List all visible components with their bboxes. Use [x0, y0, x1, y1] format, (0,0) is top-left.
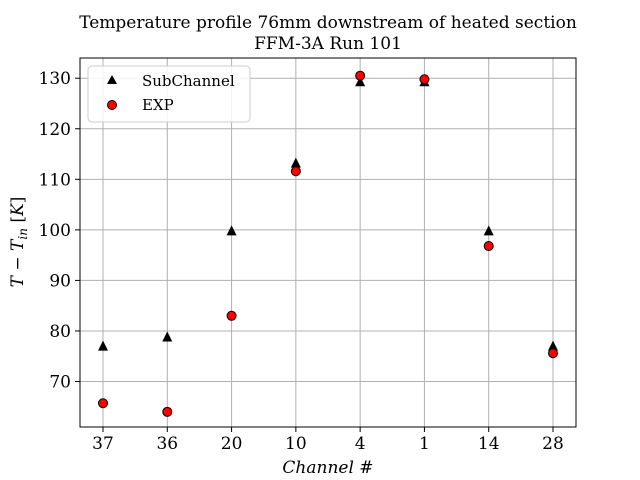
chart-title: Temperature profile 76mm downstream of h…	[79, 13, 577, 33]
y-tick-label: 120	[39, 120, 71, 140]
subchannel-point	[290, 157, 301, 168]
grid-lines	[80, 58, 576, 427]
y-axis-label: T − Tin [K]	[8, 197, 30, 288]
y-tick-label: 80	[49, 322, 71, 342]
subchannel-point	[483, 225, 494, 236]
x-tick-label: 20	[221, 434, 243, 454]
x-axis-ticks: 37 36 20 10 4 1 14 28	[92, 427, 564, 454]
subchannel-point	[226, 225, 237, 236]
exp-point	[162, 406, 173, 417]
exp-point	[419, 74, 430, 85]
y-tick-label: 100	[39, 221, 71, 241]
y-tick-label: 110	[39, 170, 71, 190]
exp-point	[98, 398, 108, 409]
y-axis-label-subscript: in	[16, 228, 30, 240]
legend-marker-subchannel	[107, 75, 117, 84]
y-axis-label-unit: [K]	[8, 197, 28, 228]
subchannel-point	[355, 76, 366, 87]
x-tick-label: 14	[478, 434, 500, 454]
y-axis-ticks: 70 80 90 100 110 120 130	[39, 69, 80, 393]
legend-label-subchannel: SubChannel	[142, 72, 235, 90]
subchannel-point	[98, 340, 108, 351]
x-tick-label: 10	[285, 434, 307, 454]
x-tick-label: 37	[92, 434, 114, 454]
x-tick-label: 4	[355, 434, 366, 454]
y-axis-label-main: T − T	[8, 238, 28, 287]
chart-title-group: Temperature profile 76mm downstream of h…	[79, 13, 577, 54]
legend-label-exp: EXP	[142, 96, 174, 114]
subchannel-point	[162, 331, 173, 342]
y-tick-label: 130	[39, 69, 71, 89]
x-tick-label: 28	[542, 434, 564, 454]
x-axis-label: Channel #	[282, 458, 373, 478]
x-tick-label: 36	[156, 434, 178, 454]
exp-point	[290, 166, 301, 177]
exp-point	[355, 70, 366, 81]
exp-point	[483, 241, 494, 252]
exp-point	[226, 310, 237, 321]
exp-point	[548, 348, 558, 359]
plot-frame	[79, 57, 577, 428]
y-tick-label: 70	[49, 373, 71, 393]
subchannel-point	[548, 340, 558, 351]
x-tick-label: 1	[419, 434, 430, 454]
data-marks	[98, 70, 558, 417]
chart-subtitle: FFM-3A Run 101	[254, 34, 402, 54]
legend: SubChannel EXP	[87, 65, 251, 123]
legend-marker-exp	[107, 100, 117, 110]
legend-box	[87, 65, 251, 123]
y-tick-label: 90	[49, 271, 71, 291]
